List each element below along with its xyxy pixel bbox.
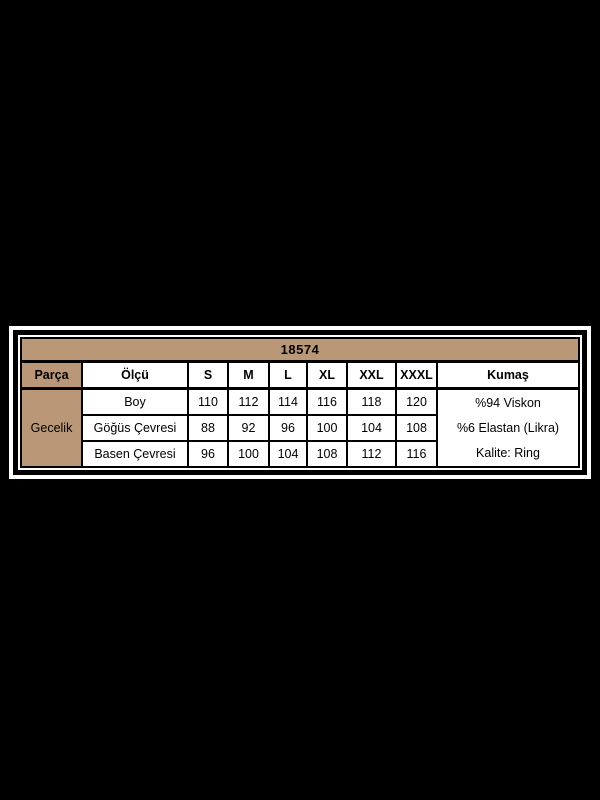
size-value: 116: [306, 387, 348, 416]
product-code-title: 18574: [20, 337, 580, 363]
fabric-info-cell: %94 Viskon %6 Elastan (Likra) Kalite: Ri…: [436, 387, 580, 468]
title-row: 18574: [20, 337, 580, 363]
col-header-olcu: Ölçü: [81, 360, 189, 390]
group-cell-gecelik: Gecelik: [20, 387, 83, 468]
col-header-s: S: [187, 360, 229, 390]
size-value: 120: [395, 387, 438, 416]
size-value: 100: [227, 440, 270, 468]
measure-label-basen: Basen Çevresi: [81, 440, 189, 468]
size-value: 112: [346, 440, 397, 468]
table-row-boy: Gecelik Boy 110 112 114 116 118 120 %94 …: [20, 387, 580, 468]
table-row-gogus: Göğüs Çevresi 88 92 96 100 104 108: [21, 414, 579, 442]
size-value: 110: [187, 387, 229, 416]
col-header-kumas: Kumaş: [436, 360, 580, 390]
col-header-xxl: XXL: [346, 360, 397, 390]
size-value: 96: [268, 414, 308, 442]
size-value: 114: [268, 387, 308, 416]
size-value: 96: [187, 440, 229, 468]
fabric-line-kalite: Kalite: Ring: [476, 445, 540, 460]
fabric-line-viskon: %94 Viskon: [475, 395, 541, 410]
col-header-l: L: [268, 360, 308, 390]
measure-label-gogus: Göğüs Çevresi: [81, 414, 189, 442]
size-value: 112: [227, 387, 270, 416]
size-chart-table: 18574 Parça Ölçü S M L XL XXL XXXL Kumaş…: [20, 337, 580, 468]
size-value: 108: [306, 440, 348, 468]
size-value: 116: [395, 440, 438, 468]
size-value: 88: [187, 414, 229, 442]
size-value: 104: [346, 414, 397, 442]
size-value: 100: [306, 414, 348, 442]
size-value: 118: [346, 387, 397, 416]
col-header-xl: XL: [306, 360, 348, 390]
table-row-basen: Basen Çevresi 96 100 104 108 112 116: [21, 440, 579, 468]
size-value: 104: [268, 440, 308, 468]
col-header-m: M: [227, 360, 270, 390]
col-header-parca: Parça: [20, 360, 83, 390]
size-value: 108: [395, 414, 438, 442]
measure-label-boy: Boy: [81, 387, 189, 416]
size-value: 92: [227, 414, 270, 442]
size-chart-frame: 18574 Parça Ölçü S M L XL XXL XXXL Kumaş…: [13, 330, 587, 475]
header-row: Parça Ölçü S M L XL XXL XXXL Kumaş: [20, 360, 580, 390]
col-header-xxxl: XXXL: [395, 360, 438, 390]
fabric-line-elastan: %6 Elastan (Likra): [456, 420, 560, 435]
